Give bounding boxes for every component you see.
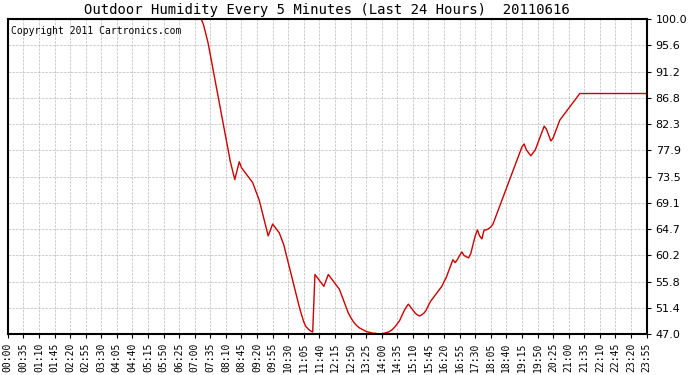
Text: Copyright 2011 Cartronics.com: Copyright 2011 Cartronics.com [11, 26, 181, 36]
Title: Outdoor Humidity Every 5 Minutes (Last 24 Hours)  20110616: Outdoor Humidity Every 5 Minutes (Last 2… [84, 3, 570, 17]
